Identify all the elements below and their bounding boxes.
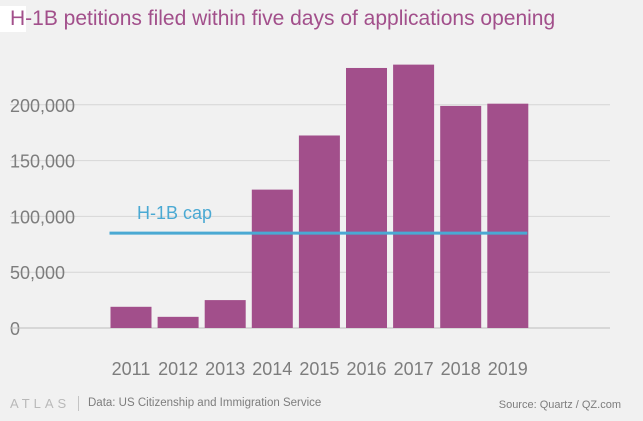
x-tick-label: 2014 [252,359,292,379]
bar-2017 [393,64,435,329]
chart-title: H-1B petitions filed within five days of… [10,7,556,30]
y-tick-label: 200,000 [10,96,75,116]
x-tick-label: 2015 [299,359,339,379]
y-tick-label: 50,000 [10,263,65,283]
y-tick-label: 100,000 [10,207,75,227]
bar-2012 [157,316,199,328]
bar-2013 [204,300,246,328]
x-tick-label: 2016 [346,359,386,379]
x-tick-label: 2018 [441,359,481,379]
x-tick-label: 2017 [394,359,434,379]
title-accent-block [0,6,26,32]
bar-2018 [440,105,482,328]
title-area: H-1B petitions filed within five days of… [0,0,643,38]
footer-divider [78,396,79,411]
atlas-logo: ATLAS [10,396,71,411]
x-tick-label: 2012 [158,359,198,379]
bar-2019 [487,103,529,329]
data-source-note: Data: US Citizenship and Immigration Ser… [88,397,322,409]
h1b-cap-label: H-1B cap [137,203,212,223]
x-tick-label: 2013 [205,359,245,379]
y-tick-label: 0 [10,319,20,339]
x-tick-label: 2019 [488,359,528,379]
bar-2011 [110,306,152,328]
bar-2014 [251,189,293,328]
y-tick-label: 150,000 [10,152,75,172]
x-tick-label: 2011 [112,359,151,379]
bar-2016 [346,67,387,329]
source-credit: Source: Quartz / QZ.com [498,399,621,411]
